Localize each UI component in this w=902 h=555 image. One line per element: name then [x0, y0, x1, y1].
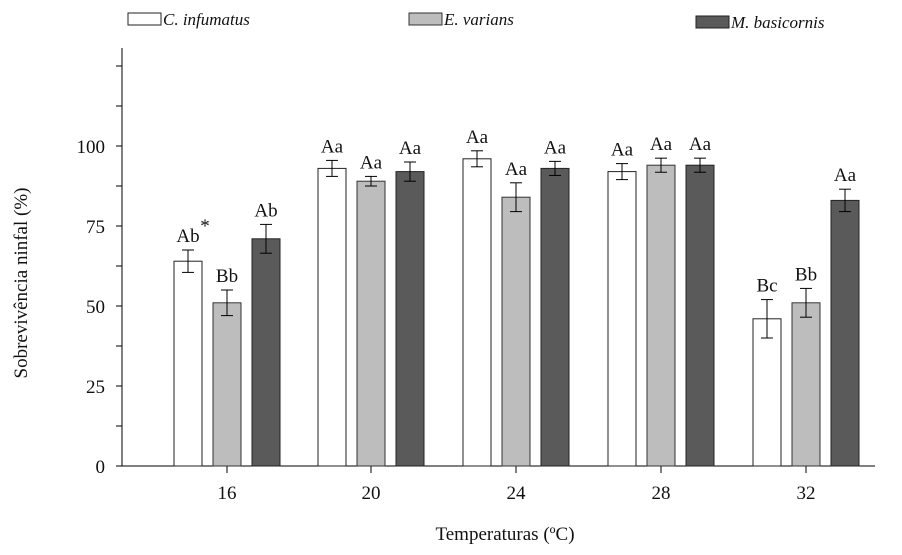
bar	[462, 158, 492, 467]
bar	[791, 302, 821, 467]
legend: C. infumatus E. varians M. basicornis	[127, 10, 825, 32]
bar	[646, 164, 676, 467]
bar	[212, 302, 242, 467]
y-tick-label: 25	[86, 377, 105, 398]
legend-label: M. basicornis	[730, 13, 825, 32]
y-tick-label: 50	[86, 297, 105, 318]
significance-label: Bc	[756, 276, 777, 297]
significance-label: Aa	[611, 140, 634, 161]
significance-label: Aa	[544, 137, 567, 158]
y-tick-label: 0	[96, 457, 106, 478]
significance-label: Ab	[254, 200, 277, 221]
bar	[752, 318, 782, 467]
significance-label: Aa	[650, 134, 673, 155]
y-tick-label: 75	[86, 217, 105, 238]
annotation-asterisk: *	[200, 216, 210, 237]
significance-label: Aa	[360, 152, 383, 173]
significance-label: Bb	[216, 266, 238, 287]
y-axis-title: Sobrevivência ninfal (%)	[11, 188, 32, 379]
x-axis-title: Temperaturas (ºC)	[435, 524, 574, 545]
bar	[540, 167, 570, 467]
significance-label: Aa	[399, 138, 422, 159]
x-tick-label: 28	[652, 483, 671, 504]
significance-label: Aa	[505, 159, 528, 180]
bars	[173, 150, 860, 467]
legend-swatch	[408, 12, 443, 26]
bar	[173, 260, 203, 467]
significance-label: Aa	[689, 134, 712, 155]
significance-label: Bb	[795, 264, 817, 285]
x-tick-label: 32	[797, 483, 816, 504]
y-tick-label: 100	[77, 137, 106, 158]
significance-label: Ab	[176, 226, 199, 247]
bar	[830, 199, 860, 467]
axes: 0 25 50 75 100 16 20 24 28 32	[77, 48, 875, 504]
legend-label: C. infumatus	[163, 10, 250, 29]
x-tick-label: 16	[218, 483, 237, 504]
legend-swatch	[695, 15, 730, 29]
legend-swatch	[127, 12, 162, 26]
bar	[356, 180, 386, 467]
bar	[317, 167, 347, 467]
significance-label: Aa	[466, 127, 489, 148]
significance-label: Aa	[834, 165, 857, 186]
bar	[395, 171, 425, 467]
bar	[685, 164, 715, 467]
bar	[251, 238, 281, 467]
x-tick-label: 20	[362, 483, 381, 504]
bar	[501, 196, 531, 467]
significance-label: Aa	[321, 136, 344, 157]
bar	[607, 171, 637, 467]
x-tick-label: 24	[507, 483, 527, 504]
legend-label: E. varians	[443, 10, 514, 29]
